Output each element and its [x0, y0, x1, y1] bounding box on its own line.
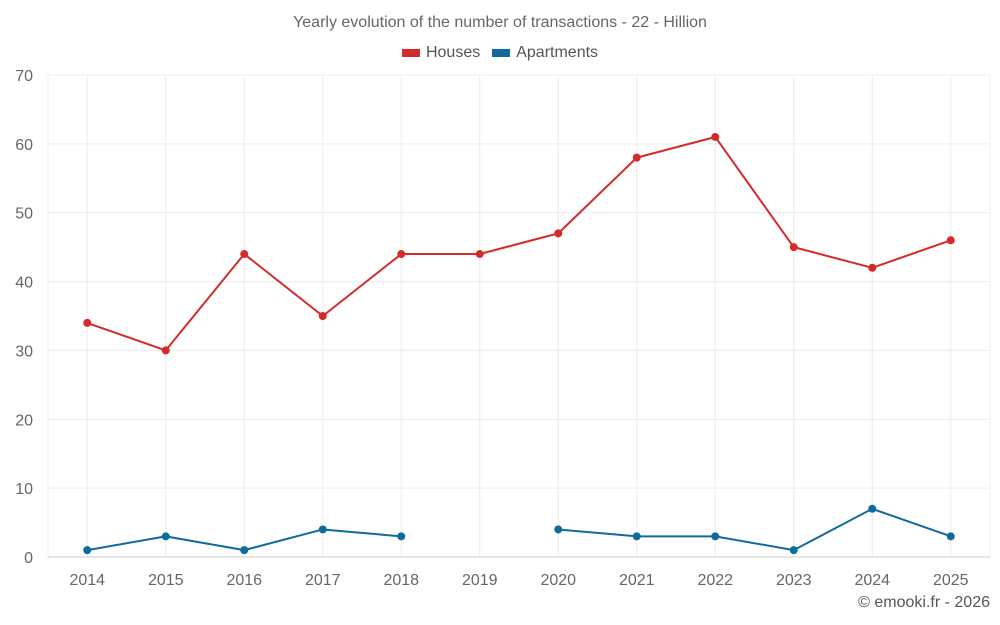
data-point-houses: [711, 132, 720, 141]
x-tick-label: 2016: [226, 572, 262, 589]
x-tick-label: 2017: [305, 572, 341, 589]
data-point-houses: [161, 346, 170, 355]
data-point-apartments: [632, 532, 641, 541]
x-tick-label: 2020: [540, 572, 576, 589]
chart-title: Yearly evolution of the number of transa…: [293, 14, 707, 31]
data-point-apartments: [554, 525, 563, 534]
data-point-apartments: [789, 546, 798, 555]
legend-item-houses[interactable]: Houses: [401, 44, 481, 62]
series-line-apartments: [558, 507, 952, 552]
x-tick-label: 2024: [854, 572, 890, 589]
y-tick-label: 0: [24, 550, 33, 567]
data-point-apartments: [397, 532, 406, 541]
y-tick-label: 30: [15, 343, 33, 360]
x-tick-label: 2021: [619, 572, 655, 589]
y-tick-label: 40: [15, 275, 33, 292]
x-tick-label: 2019: [462, 572, 498, 589]
credit: © emooki.fr - 2026: [858, 594, 990, 611]
legend-label-apartments: Apartments: [516, 44, 599, 61]
data-point-houses: [868, 263, 877, 272]
data-point-houses: [397, 250, 406, 259]
x-tick-label: 2023: [776, 572, 812, 589]
series-line-houses: [86, 135, 952, 352]
x-tick-label: 2015: [148, 572, 184, 589]
data-point-houses: [789, 243, 798, 252]
data-point-houses: [554, 229, 563, 238]
y-tick-label: 10: [15, 481, 33, 498]
data-point-apartments: [946, 532, 955, 541]
x-tick-label: 2014: [69, 572, 105, 589]
legend-label-houses: Houses: [425, 44, 481, 61]
y-tick-label: 60: [15, 137, 33, 154]
legend-item-apartments[interactable]: Apartments: [492, 44, 598, 62]
data-point-houses: [632, 153, 641, 162]
y-tick-label: 20: [15, 412, 33, 429]
data-point-houses: [240, 250, 249, 259]
data-point-apartments: [83, 546, 92, 555]
legend-swatch-houses: [401, 49, 420, 57]
data-point-apartments: [318, 525, 327, 534]
legend-swatch-apartments: [492, 49, 511, 57]
data-point-apartments: [240, 546, 249, 555]
data-point-apartments: [868, 504, 877, 513]
y-tick-label: 70: [15, 68, 33, 85]
data-point-houses: [946, 236, 955, 245]
data-point-apartments: [161, 532, 170, 541]
data-point-apartments: [711, 532, 720, 541]
y-tick-label: 50: [15, 206, 33, 223]
data-point-houses: [318, 312, 327, 320]
data-point-houses: [83, 318, 92, 327]
legend: Houses Apartments: [0, 44, 1000, 62]
data-point-houses: [475, 250, 484, 259]
x-tick-label: 2025: [933, 572, 969, 589]
x-tick-label: 2022: [697, 572, 733, 589]
x-tick-label: 2018: [383, 572, 419, 589]
